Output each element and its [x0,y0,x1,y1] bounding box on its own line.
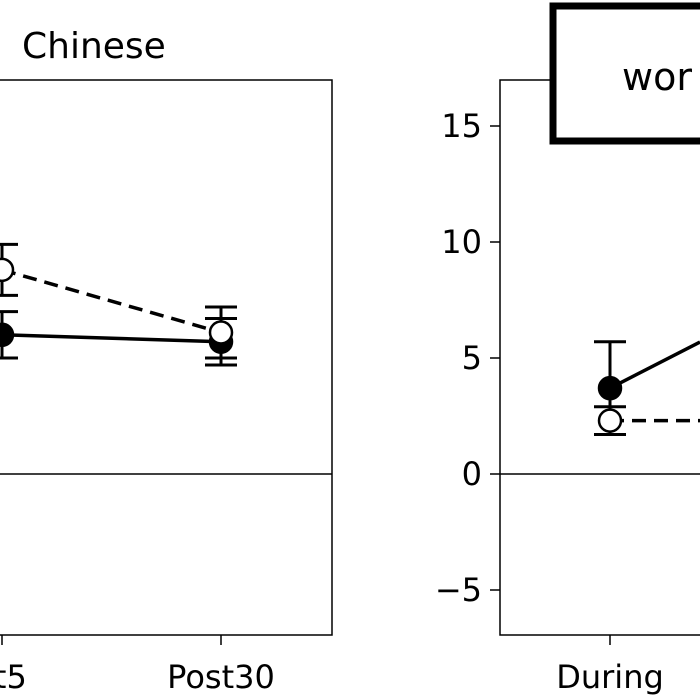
right-y-tick-label: 10 [441,223,482,261]
right-y-axis: 15 10 5 0 −5 [435,107,500,609]
right-open-point [597,408,623,433]
left-open-point [0,257,15,283]
left-x-tick-label: st5 [0,658,27,696]
left-filled-series-line [1,333,222,344]
right-x-tick-label: During [556,658,664,696]
right-filled-point [597,375,623,401]
left-open-series-line [1,268,222,335]
right-panel: 15 10 5 0 −5 During wor [435,2,700,696]
left-x-axis: st5 Post30 [0,635,275,696]
left-plot-frame [0,79,333,636]
legend-frame [549,2,700,145]
left-open-point [208,320,234,345]
left-panel: Chinese st5 Post30 [0,26,333,696]
right-y-tick-label: 5 [462,339,482,377]
left-panel-title: Chinese [22,26,166,67]
right-filled-series-line [609,340,700,390]
right-x-axis: During [556,635,664,696]
left-x-tick-label: Post30 [167,658,275,696]
left-series-group [0,242,237,367]
right-y-tick-label: −5 [435,571,482,609]
legend-box: wor [549,2,700,145]
legend-text: wor [622,55,692,99]
right-y-tick-label: 15 [441,107,482,145]
left-filled-point [0,322,15,348]
right-y-tick-label: 0 [462,455,482,493]
right-series-group [594,340,700,437]
